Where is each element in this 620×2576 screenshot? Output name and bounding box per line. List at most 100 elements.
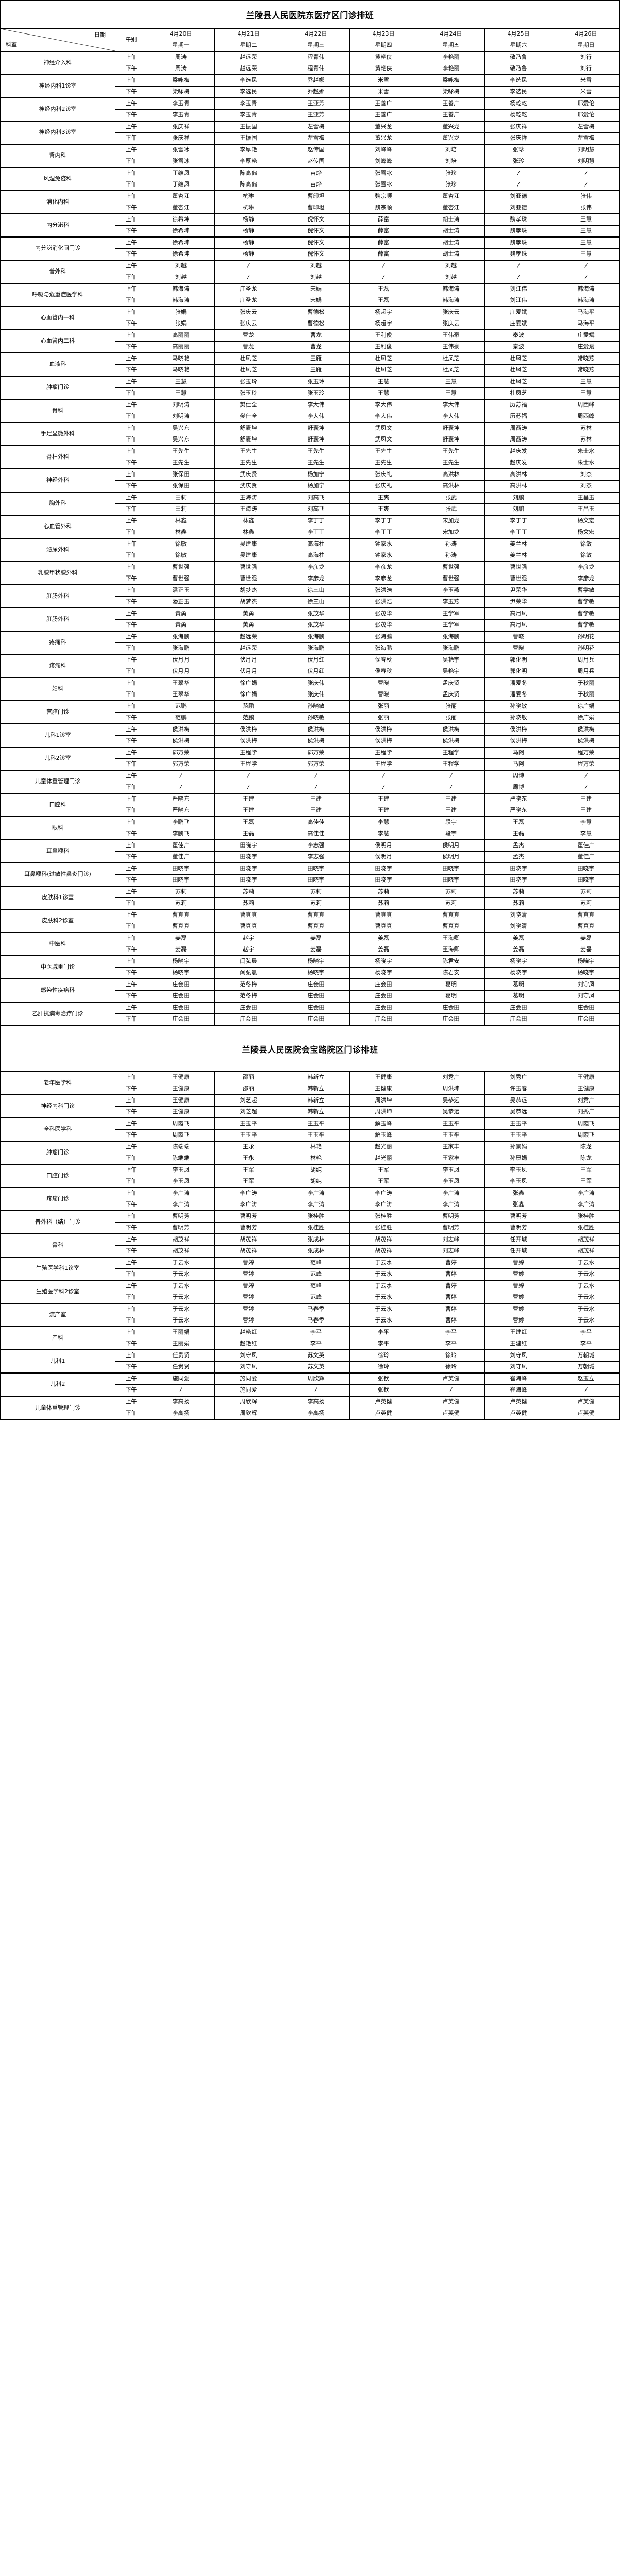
- half-day-label: 上午: [115, 1071, 147, 1083]
- doctor-name-cell: 于云水: [349, 1303, 417, 1315]
- department-name: 乳腺甲状腺外科: [0, 561, 115, 585]
- doctor-name-cell: 姜磊: [282, 944, 350, 956]
- half-day-label: 下午: [115, 411, 147, 423]
- table-row: 口腔门诊 上午 李玉凤 王军 胡纯 王军 李玉凤 李玉凤 王军: [0, 1164, 620, 1188]
- doctor-name-cell: 李广涛: [417, 1187, 485, 1199]
- doctor-name-cell: 曹婷: [214, 1280, 282, 1292]
- table-row: 产科 上午 王丽娟 赵艳红 李平 李平 李平 王建红 李平: [0, 1326, 620, 1350]
- doctor-name-cell: 宋娟: [282, 283, 350, 295]
- doctor-name-cell: 倪怀文: [282, 248, 350, 261]
- doctor-name-cell: 武凤文: [349, 422, 417, 434]
- doctor-name-cell: 魏孝珠: [484, 225, 552, 238]
- doctor-name-cell: 陈端端: [147, 1153, 215, 1165]
- department-name: 心血管内一科: [0, 306, 115, 330]
- half-day-label: 下午: [115, 1361, 147, 1374]
- doctor-name-cell: 刘明慧: [552, 156, 620, 168]
- doctor-name-cell: 姜磊: [147, 932, 215, 944]
- doctor-name-cell: 李选民: [214, 86, 282, 98]
- doctor-name-cell: 孙晓敏: [282, 700, 350, 713]
- doctor-name-cell: 侯洪梅: [484, 723, 552, 736]
- doctor-name-cell: 吴恭远: [417, 1094, 485, 1107]
- empty-shift-cell: /: [484, 179, 552, 191]
- half-day-label: 下午: [115, 944, 147, 956]
- half-day-label: 下午: [115, 805, 147, 817]
- empty-shift-cell: /: [552, 260, 620, 272]
- doctor-name-cell: 张庆祥: [484, 121, 552, 133]
- doctor-name-cell: 田晓宇: [484, 874, 552, 887]
- doctor-name-cell: 魏宗顺: [349, 202, 417, 214]
- doctor-name-cell: 王海涛: [214, 503, 282, 516]
- department-name: 普外科（结）门诊: [0, 1210, 115, 1234]
- empty-shift-cell: /: [552, 782, 620, 794]
- half-day-label: 下午: [115, 921, 147, 933]
- doctor-name-cell: 苏莉: [147, 897, 215, 910]
- doctor-name-cell: 杨晓宇: [147, 967, 215, 979]
- half-day-label: 下午: [115, 1129, 147, 1142]
- doctor-name-cell: 董兴龙: [349, 121, 417, 133]
- table-row: 皮肤科1诊室 上午 苏莉 苏莉 苏莉 苏莉 苏莉 苏莉 苏莉: [0, 886, 620, 910]
- half-day-label: 上午: [115, 700, 147, 713]
- table-row: 胸外科 上午 田莉 王海涛 刘高飞 王爽 张武 刘鹏 王昌玉: [0, 492, 620, 516]
- half-day-label: 上午: [115, 1396, 147, 1408]
- doctor-name-cell: 王慧: [147, 376, 215, 388]
- doctor-name-cell: 潘正玉: [147, 596, 215, 608]
- empty-shift-cell: /: [484, 260, 552, 272]
- doctor-name-cell: 侯洪梅: [417, 735, 485, 748]
- department-name: 骨科: [0, 399, 115, 423]
- empty-shift-cell: /: [147, 1384, 215, 1397]
- doctor-name-cell: 马海平: [552, 306, 620, 318]
- doctor-name-cell: 张丽: [349, 712, 417, 724]
- doctor-name-cell: 韩海涛: [552, 295, 620, 307]
- doctor-name-cell: 王慧: [552, 248, 620, 261]
- doctor-name-cell: 王振国: [214, 121, 282, 133]
- doctor-name-cell: 曹婷: [417, 1268, 485, 1281]
- doctor-name-cell: 葛明: [484, 990, 552, 1003]
- doctor-name-cell: 曹真真: [417, 921, 485, 933]
- doctor-name-cell: 黄艳侠: [349, 63, 417, 75]
- doctor-name-cell: 高洪林: [417, 480, 485, 493]
- half-day-label: 下午: [115, 225, 147, 238]
- empty-shift-cell: /: [349, 770, 417, 782]
- doctor-name-cell: 高佳佳: [282, 816, 350, 828]
- half-day-label: 下午: [115, 202, 147, 214]
- doctor-name-cell: 庄圣龙: [214, 283, 282, 295]
- doctor-name-cell: 刘越: [282, 260, 350, 272]
- doctor-name-cell: 王振国: [214, 132, 282, 145]
- doctor-name-cell: 高海柱: [282, 550, 350, 562]
- table-row: 儿科2 上午 施同爱 施同爱 周欣辉 张钦 卢英健 崔海峰 赵玉立: [0, 1372, 620, 1397]
- doctor-name-cell: 徐玲: [349, 1361, 417, 1374]
- doctor-name-cell: 程青伟: [282, 51, 350, 63]
- table2-title-band: 兰陵县人民医院会宝路院区门诊排班: [0, 1026, 620, 1071]
- doctor-name-cell: 伏月红: [282, 654, 350, 666]
- doctor-name-cell: 胡茂祥: [349, 1245, 417, 1258]
- doctor-name-cell: 张海鹏: [147, 631, 215, 643]
- doctor-name-cell: 张鑫: [484, 1187, 552, 1199]
- doctor-name-cell: 庄会田: [552, 1002, 620, 1014]
- table-row: 感染性疾病科 上午 庄会田 范冬梅 庄会田 庄会田 葛明 葛明 刘守凤: [0, 978, 620, 1003]
- doctor-name-cell: 韩新立: [282, 1071, 350, 1083]
- half-day-label: 下午: [115, 318, 147, 330]
- doctor-name-cell: 李鹏飞: [147, 828, 215, 840]
- doctor-name-cell: 张茂华: [349, 619, 417, 632]
- doctor-name-cell: 任贵贤: [147, 1361, 215, 1374]
- doctor-name-cell: 周西涛: [484, 422, 552, 434]
- doctor-name-cell: 曹婷: [484, 1315, 552, 1327]
- table-row: 中医科 上午 姜磊 赵宇 姜磊 姜磊 王海卿 姜磊 姜磊: [0, 932, 620, 956]
- doctor-name-cell: 王建: [282, 793, 350, 805]
- empty-shift-cell: /: [552, 167, 620, 179]
- doctor-name-cell: 丁维凤: [147, 167, 215, 179]
- half-day-label: 上午: [115, 144, 147, 156]
- doctor-name-cell: 伏月红: [282, 666, 350, 678]
- doctor-name-cell: 米雪: [552, 74, 620, 87]
- empty-shift-cell: /: [484, 272, 552, 284]
- doctor-name-cell: 王建: [214, 805, 282, 817]
- doctor-name-cell: 于云水: [552, 1303, 620, 1315]
- doctor-name-cell: 于云水: [552, 1280, 620, 1292]
- doctor-name-cell: 魏孝珠: [484, 213, 552, 226]
- half-day-label: 下午: [115, 132, 147, 145]
- half-day-label: 上午: [115, 260, 147, 272]
- doctor-name-cell: 王先生: [214, 457, 282, 469]
- doctor-name-cell: 刘秀广: [552, 1106, 620, 1118]
- doctor-name-cell: 赵传国: [282, 144, 350, 156]
- table-row: 儿科2诊室 上午 郭万荣 王程学 郭万荣 王程学 王程学 马阿 程万荣: [0, 747, 620, 771]
